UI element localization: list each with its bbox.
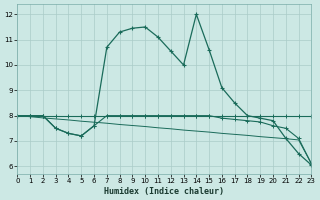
X-axis label: Humidex (Indice chaleur): Humidex (Indice chaleur) xyxy=(104,187,224,196)
